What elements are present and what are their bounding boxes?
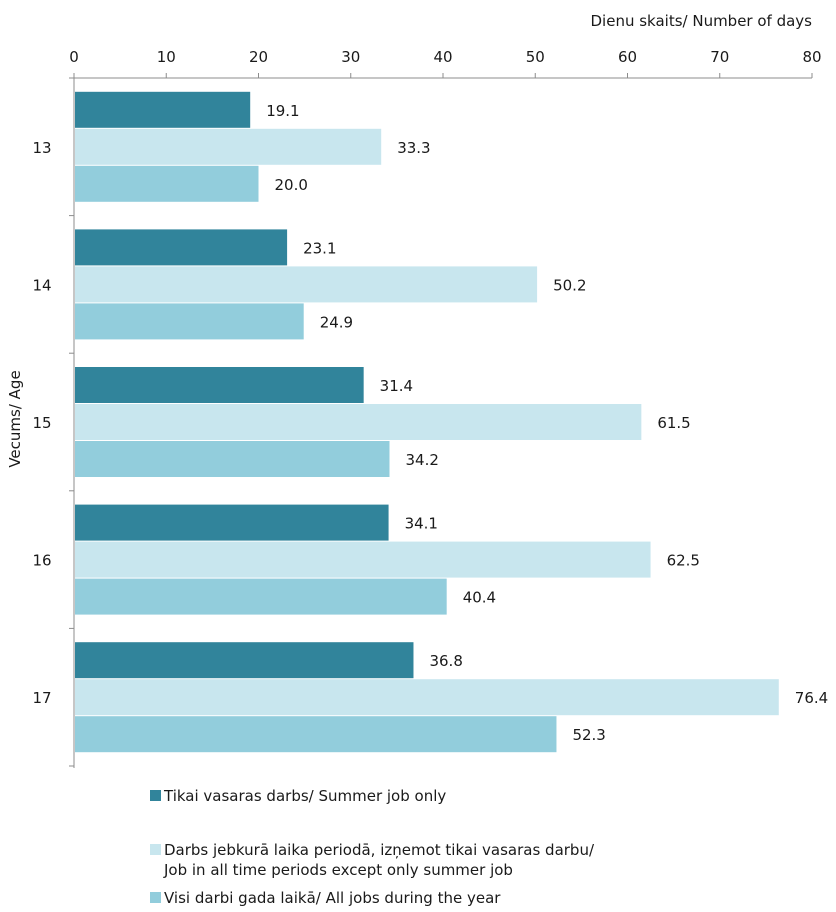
legend-label-all-jobs-year: Visi darbi gada laikā/ All jobs during t… [164,889,501,907]
data-label: 52.3 [572,726,605,744]
legend-label-summer-job: Tikai vasaras darbs/ Summer job only [164,787,447,805]
category-label: 14 [32,276,51,294]
bar [75,91,251,128]
data-label: 33.3 [397,139,430,157]
data-label: 76.4 [795,689,828,707]
bar [75,229,288,266]
x-tick-label: 40 [433,48,452,66]
data-label: 34.2 [405,451,438,469]
bar [75,266,538,303]
bar [75,504,389,541]
bar [75,367,364,403]
legend-item-all-jobs-year: Visi darbi gada laikā/ All jobs during t… [150,888,500,908]
bar [75,165,259,202]
category-label: 16 [32,552,51,570]
x-tick-label: 60 [618,48,637,66]
x-tick-label: 80 [802,48,821,66]
x-axis-ticks: 0 10 20 30 40 50 60 70 80 [69,48,822,78]
legend-label-all-periods-job: Darbs jebkurā laika periodā, izņemot tik… [164,841,595,879]
x-tick-label: 0 [69,48,79,66]
data-label: 62.5 [667,552,700,570]
legend-swatch-all-jobs-year [150,892,161,903]
bar [75,578,447,615]
data-label: 40.4 [463,589,496,607]
bar [75,303,304,340]
legend-item-summer-job: Tikai vasaras darbs/ Summer job only [150,786,446,806]
y-axis-ticks [69,77,74,767]
legend-swatch-all-periods-job [150,844,161,855]
bar [75,642,414,679]
category-labels: 13 14 15 16 17 [32,139,51,707]
bar [75,404,642,440]
legend-swatch-summer-job [150,790,161,801]
data-label: 61.5 [657,414,690,432]
data-label: 23.1 [303,239,336,257]
x-tick-label: 30 [341,48,360,66]
bar [75,716,557,753]
data-label: 36.8 [429,652,462,670]
legend-item-all-periods-job: Darbs jebkurā laika periodā, izņemot tik… [150,840,594,880]
data-label: 31.4 [380,377,413,395]
category-label: 13 [32,139,51,157]
bars [75,91,779,753]
category-label: 17 [32,689,51,707]
x-axis-title: Dienu skaits/ Number of days [591,12,813,30]
x-tick-label: 50 [526,48,545,66]
x-tick-label: 20 [249,48,268,66]
bar [75,441,390,477]
y-axis-title: Vecums/ Age [6,370,24,467]
data-label: 34.1 [405,515,438,533]
x-tick-label: 10 [157,48,176,66]
data-label: 24.9 [320,313,353,331]
data-labels: 19.1 33.3 20.0 23.1 50.2 24.9 31.4 61.5 34.2 34.1… [266,102,828,744]
data-label: 19.1 [266,102,299,120]
bar [75,679,779,716]
bar [75,541,651,578]
data-label: 50.2 [553,276,586,294]
category-label: 15 [32,414,51,432]
data-label: 20.0 [275,176,308,194]
x-tick-label: 70 [710,48,729,66]
bar [75,128,382,165]
